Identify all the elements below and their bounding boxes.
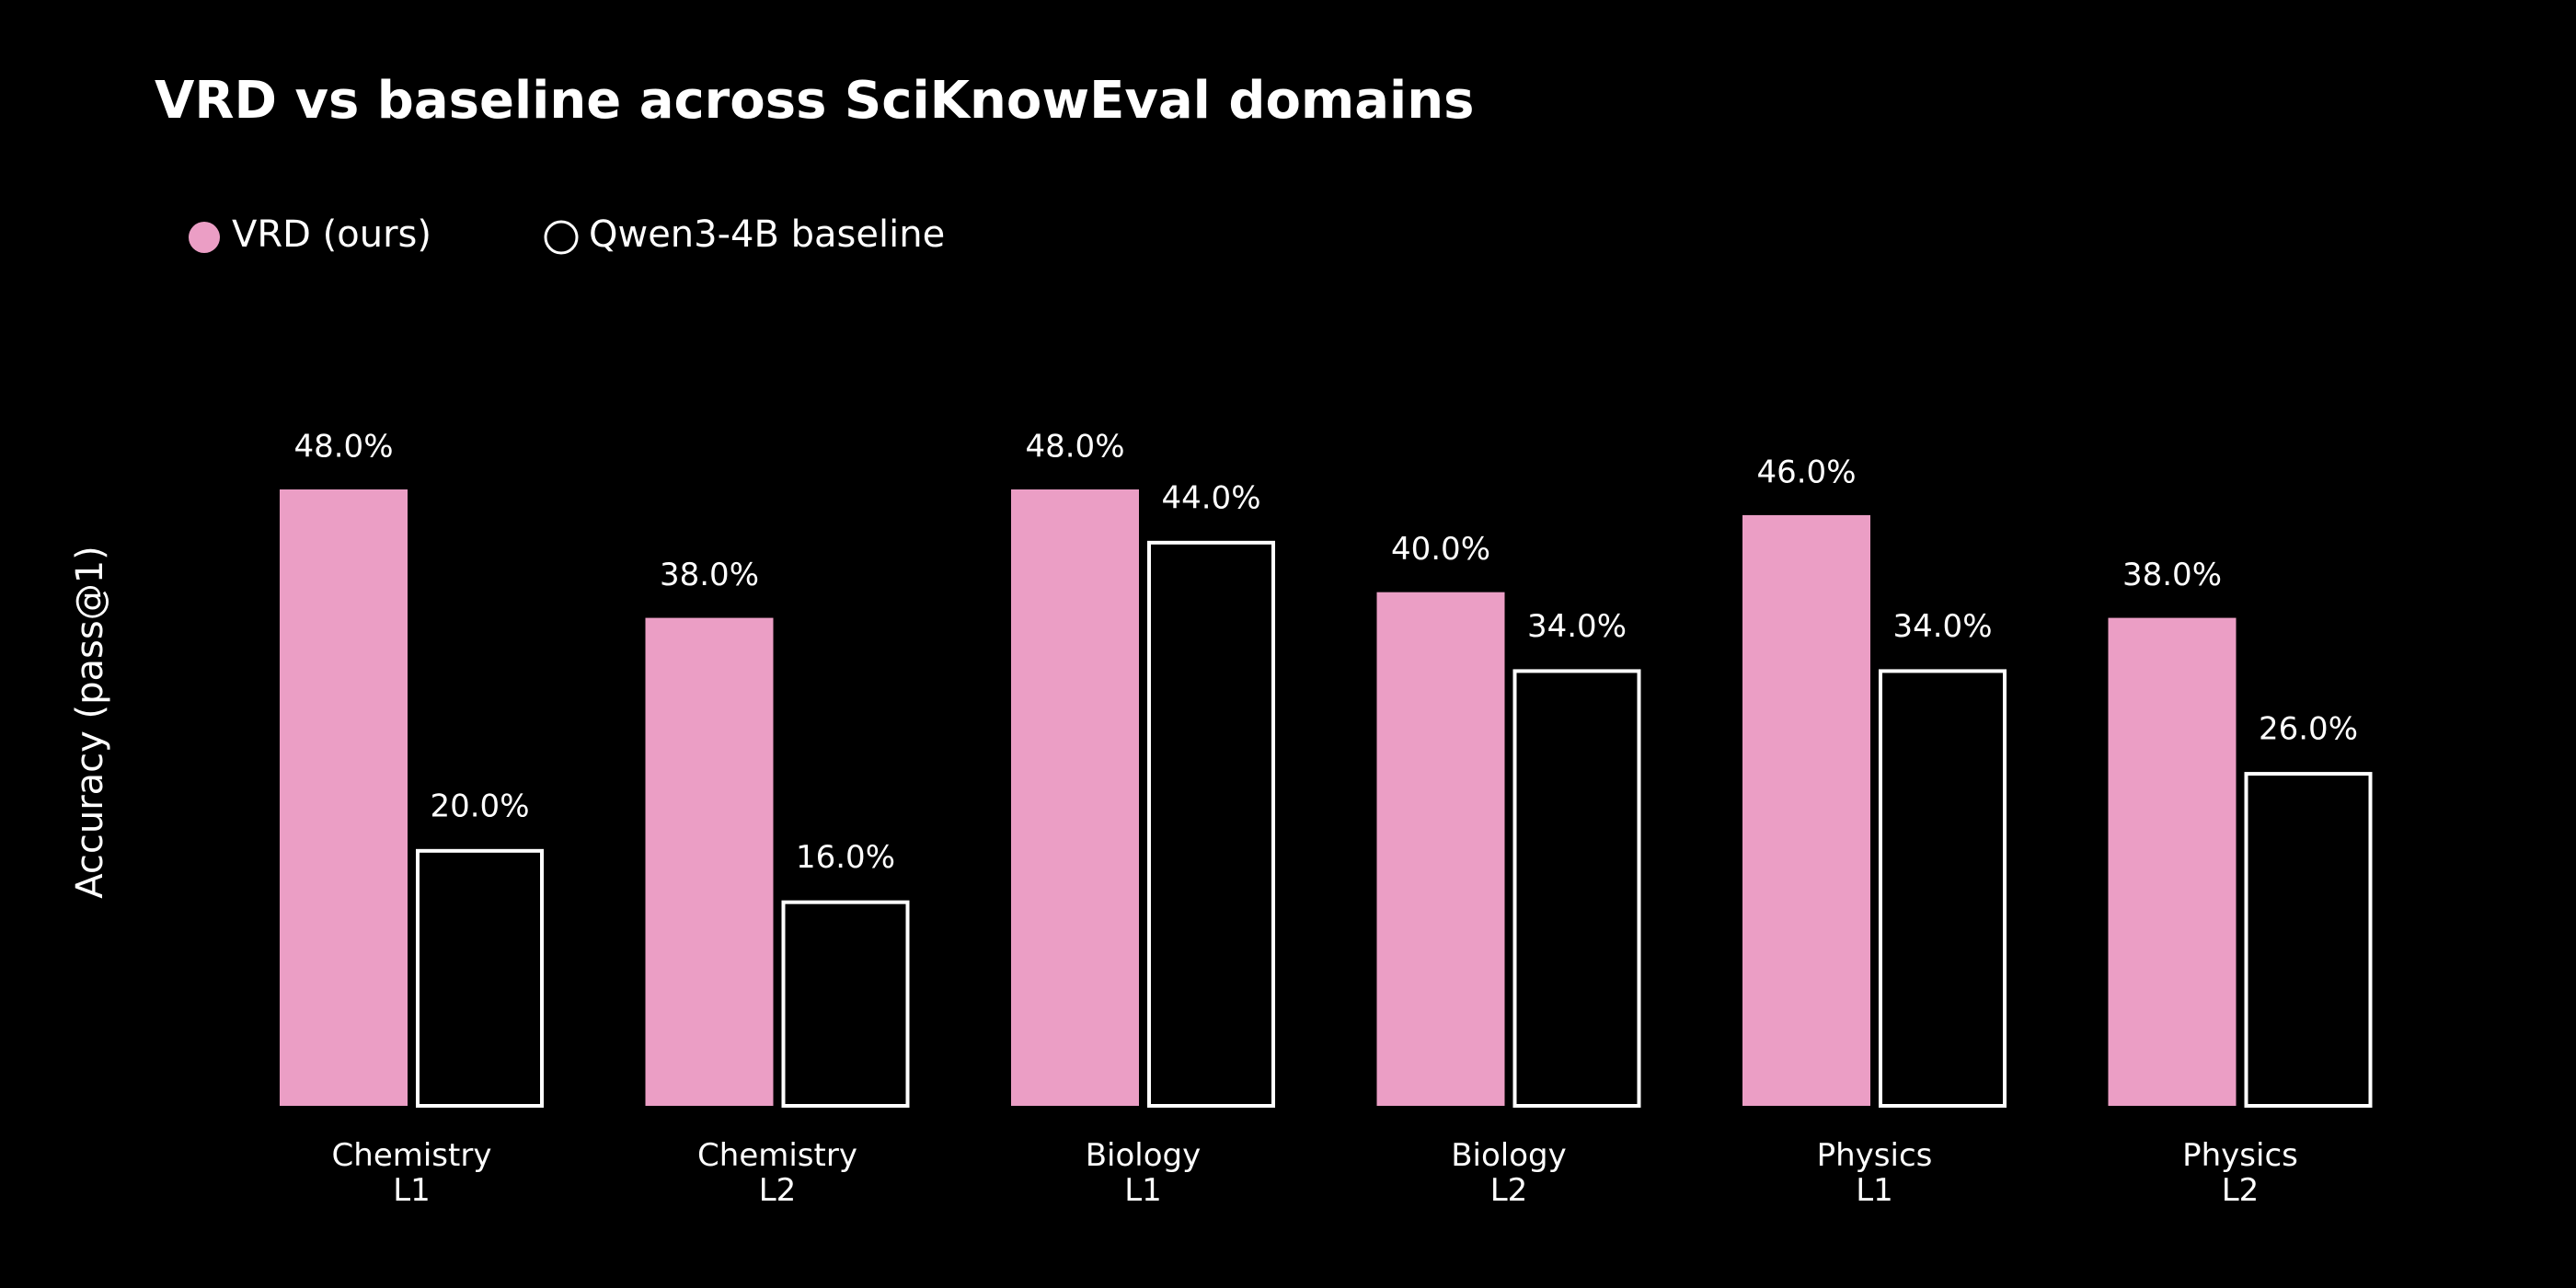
value-label: 26.0% bbox=[2259, 711, 2358, 748]
legend-label: Qwen3-4B baseline bbox=[589, 213, 945, 256]
value-label: 48.0% bbox=[293, 429, 393, 466]
bar bbox=[1376, 592, 1505, 1106]
x-tick-label: Physics L2 bbox=[2182, 1137, 2298, 1209]
value-label: 20.0% bbox=[430, 788, 529, 824]
y-axis-label: Accuracy (pass@1) bbox=[69, 546, 111, 899]
bar bbox=[2108, 617, 2237, 1106]
value-label: 16.0% bbox=[796, 839, 895, 876]
bar bbox=[1147, 540, 1275, 1108]
x-tick-label: Biology L1 bbox=[1085, 1137, 1202, 1209]
value-label: 46.0% bbox=[1756, 454, 1856, 490]
bar bbox=[2244, 772, 2373, 1108]
bar bbox=[1512, 669, 1641, 1109]
value-label: 40.0% bbox=[1391, 531, 1490, 568]
value-label: 44.0% bbox=[1161, 479, 1260, 516]
bar bbox=[781, 900, 910, 1109]
value-label: 34.0% bbox=[1527, 608, 1627, 645]
value-label: 34.0% bbox=[1892, 608, 1992, 645]
x-tick-label: Chemistry L2 bbox=[697, 1137, 857, 1209]
value-label: 38.0% bbox=[660, 557, 759, 593]
x-tick-label: Physics L1 bbox=[1816, 1137, 1933, 1209]
x-tick-label: Chemistry L1 bbox=[331, 1137, 492, 1209]
legend-marker bbox=[544, 220, 579, 255]
bar bbox=[280, 489, 408, 1106]
x-tick-label: Biology L2 bbox=[1451, 1137, 1567, 1209]
value-label: 38.0% bbox=[2122, 557, 2222, 593]
value-label: 48.0% bbox=[1025, 429, 1124, 466]
bar bbox=[1742, 514, 1870, 1106]
bar bbox=[645, 617, 774, 1106]
bar bbox=[1879, 669, 2007, 1109]
legend-marker bbox=[189, 222, 220, 253]
bar bbox=[416, 848, 544, 1108]
bar bbox=[1011, 489, 1139, 1106]
chart-title: VRD vs baseline across SciKnowEval domai… bbox=[155, 71, 1474, 131]
legend-label: VRD (ours) bbox=[232, 213, 431, 256]
